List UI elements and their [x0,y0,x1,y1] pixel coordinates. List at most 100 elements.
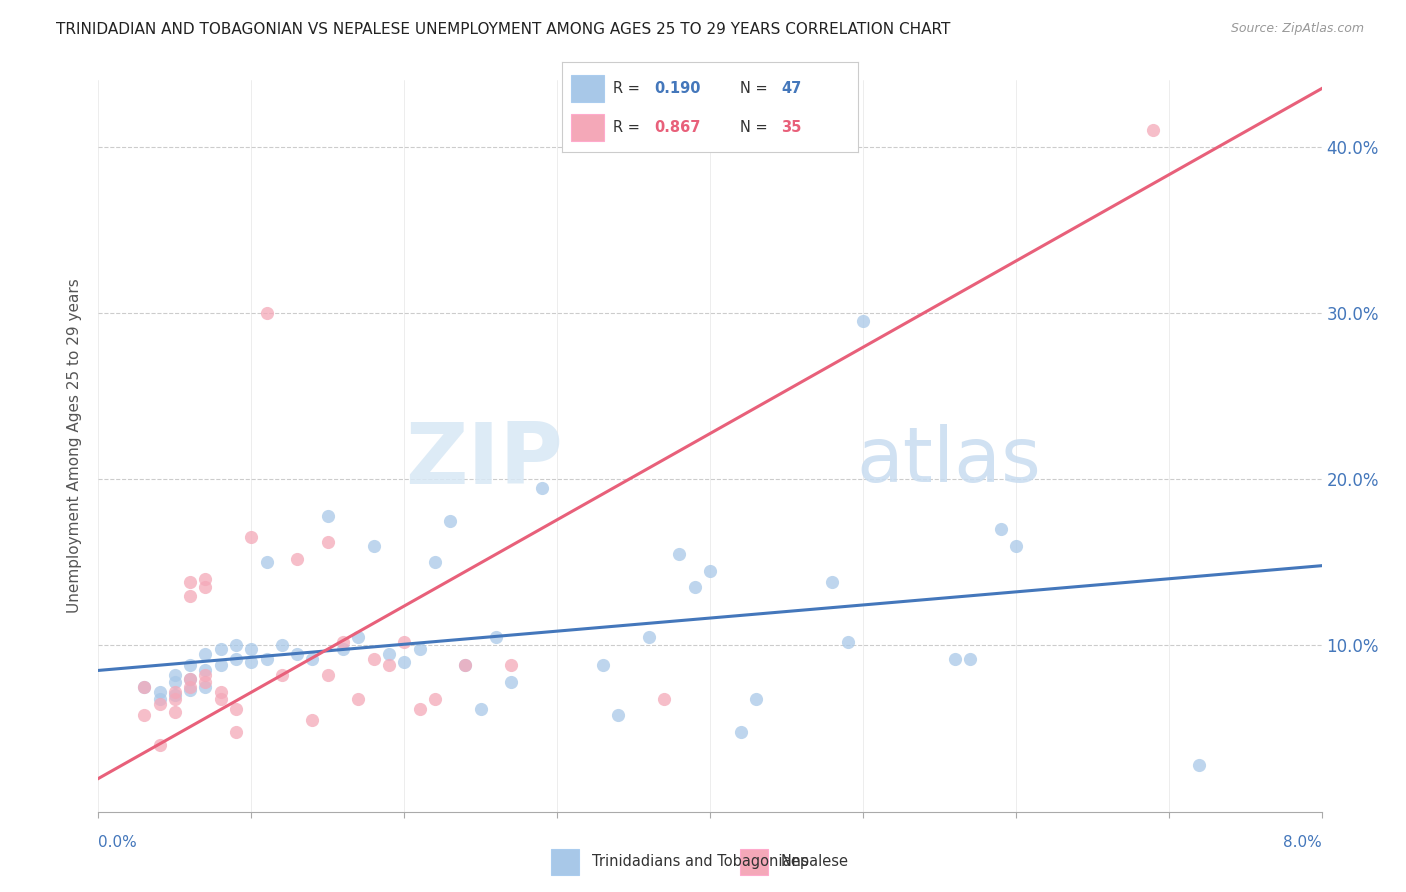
Text: R =: R = [613,81,644,95]
Point [225,652,247,666]
Point [316,535,339,549]
Point [408,641,430,656]
Point [225,725,247,739]
Point [179,680,201,694]
Point [316,508,339,523]
Point [194,664,217,678]
Point [332,641,354,656]
Point [821,575,844,590]
Point [134,708,156,723]
Point [378,647,401,661]
Point [470,701,492,715]
Text: TRINIDADIAN AND TOBAGONIAN VS NEPALESE UNEMPLOYMENT AMONG AGES 25 TO 29 YEARS CO: TRINIDADIAN AND TOBAGONIAN VS NEPALESE U… [56,22,950,37]
Point [256,306,278,320]
Point [179,658,201,673]
Point [179,672,201,686]
Point [668,547,690,561]
Text: 0.190: 0.190 [654,81,700,95]
Point [163,689,186,703]
FancyBboxPatch shape [571,75,603,102]
Point [423,555,446,569]
Point [256,555,278,569]
Point [699,564,721,578]
Point [730,725,752,739]
Point [363,539,385,553]
Point [134,680,156,694]
Point [163,675,186,690]
Point [209,685,232,699]
Point [194,675,217,690]
Point [179,672,201,686]
Point [134,680,156,694]
Point [149,738,172,752]
FancyBboxPatch shape [571,114,603,141]
Point [240,641,263,656]
Point [1188,758,1211,772]
Point [990,522,1012,536]
Point [959,652,981,666]
Point [240,530,263,544]
Point [194,647,217,661]
Point [285,647,308,661]
Point [256,652,278,666]
Point [270,668,294,682]
Point [392,655,416,669]
Point [363,652,385,666]
Point [332,635,354,649]
Point [149,685,172,699]
Point [301,652,323,666]
Point [194,680,217,694]
Point [179,683,201,698]
Point [225,639,247,653]
Point [592,658,614,673]
Text: atlas: atlas [856,424,1042,498]
Point [240,655,263,669]
Text: N =: N = [740,120,772,135]
FancyBboxPatch shape [740,848,768,875]
Text: 0.867: 0.867 [654,120,700,135]
Point [408,701,430,715]
Point [745,691,768,706]
Point [316,668,339,682]
Point [1004,539,1026,553]
Point [501,675,523,690]
Text: 47: 47 [780,81,801,95]
Y-axis label: Unemployment Among Ages 25 to 29 years: Unemployment Among Ages 25 to 29 years [67,278,83,614]
Point [209,641,232,656]
Point [179,575,201,590]
Point [652,691,675,706]
Point [163,705,186,719]
Point [163,691,186,706]
Text: 0.0%: 0.0% [98,836,138,850]
Point [423,691,446,706]
Text: Trinidadians and Tobagonians: Trinidadians and Tobagonians [592,855,808,869]
Point [637,630,661,644]
Point [149,691,172,706]
Point [943,652,966,666]
Point [347,691,370,706]
Point [392,635,416,649]
Point [270,639,294,653]
Point [852,314,875,328]
Point [454,658,477,673]
Text: Nepalese: Nepalese [780,855,848,869]
Point [683,580,706,594]
Point [285,552,308,566]
Text: R =: R = [613,120,644,135]
Point [837,635,859,649]
Point [163,685,186,699]
Text: ZIP: ZIP [405,419,564,502]
Point [1142,123,1164,137]
Point [501,658,523,673]
Point [530,481,553,495]
Point [225,701,247,715]
Point [163,668,186,682]
Point [194,580,217,594]
Point [209,658,232,673]
Point [194,668,217,682]
Text: N =: N = [740,81,772,95]
Point [378,658,401,673]
Text: 35: 35 [780,120,801,135]
Point [347,630,370,644]
Point [209,691,232,706]
